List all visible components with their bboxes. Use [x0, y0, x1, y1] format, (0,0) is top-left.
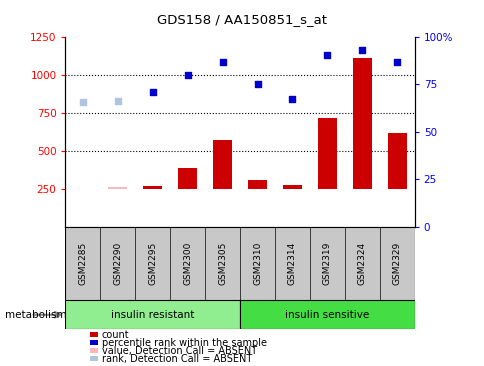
- Text: GSM2290: GSM2290: [113, 242, 122, 285]
- Bar: [352, 58, 371, 189]
- Text: percentile rank within the sample: percentile rank within the sample: [102, 338, 266, 348]
- Point: [79, 99, 87, 105]
- Point: [253, 81, 261, 87]
- Bar: [317, 118, 336, 189]
- Bar: [108, 187, 127, 189]
- Bar: [212, 140, 232, 189]
- Text: value, Detection Call = ABSENT: value, Detection Call = ABSENT: [102, 346, 257, 356]
- Text: GSM2314: GSM2314: [287, 242, 296, 285]
- Text: GSM2319: GSM2319: [322, 242, 331, 285]
- Text: GSM2300: GSM2300: [183, 242, 192, 285]
- Bar: [387, 132, 406, 189]
- Text: insulin sensitive: insulin sensitive: [285, 310, 369, 320]
- Point: [393, 60, 400, 66]
- Text: GDS158 / AA150851_s_at: GDS158 / AA150851_s_at: [157, 13, 327, 26]
- Point: [288, 96, 296, 102]
- Point: [183, 72, 191, 78]
- Text: GSM2285: GSM2285: [78, 242, 87, 285]
- Text: metabolism: metabolism: [5, 310, 66, 320]
- Bar: [240, 300, 414, 329]
- Point: [218, 60, 226, 66]
- Bar: [178, 168, 197, 189]
- Text: insulin resistant: insulin resistant: [111, 310, 194, 320]
- Text: GSM2310: GSM2310: [253, 242, 261, 285]
- Text: count: count: [102, 330, 129, 340]
- Point: [358, 46, 365, 52]
- Bar: [143, 186, 162, 189]
- Point: [114, 98, 121, 104]
- Text: GSM2295: GSM2295: [148, 242, 157, 285]
- Bar: [247, 180, 267, 189]
- Text: GSM2324: GSM2324: [357, 242, 366, 285]
- Point: [149, 89, 156, 95]
- Point: [323, 52, 331, 58]
- Text: GSM2305: GSM2305: [218, 242, 227, 285]
- Bar: [65, 300, 240, 329]
- Bar: [282, 185, 302, 189]
- Text: GSM2329: GSM2329: [392, 242, 401, 285]
- Text: rank, Detection Call = ABSENT: rank, Detection Call = ABSENT: [102, 354, 252, 364]
